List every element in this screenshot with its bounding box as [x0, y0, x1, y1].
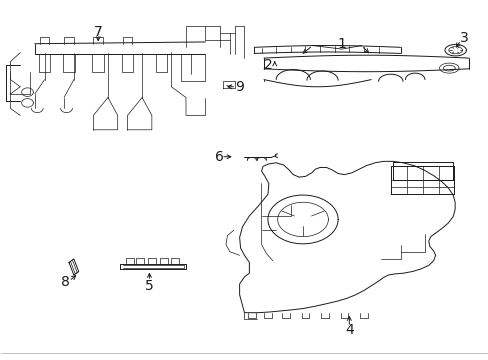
Text: 2: 2 — [263, 58, 272, 72]
Text: 1: 1 — [337, 37, 346, 51]
Text: 3: 3 — [459, 31, 468, 45]
Text: 4: 4 — [344, 323, 353, 337]
Text: 6: 6 — [214, 150, 223, 164]
Text: 8: 8 — [61, 275, 70, 289]
Text: 5: 5 — [145, 279, 154, 293]
Text: 9: 9 — [235, 80, 244, 94]
Text: 7: 7 — [94, 25, 102, 39]
